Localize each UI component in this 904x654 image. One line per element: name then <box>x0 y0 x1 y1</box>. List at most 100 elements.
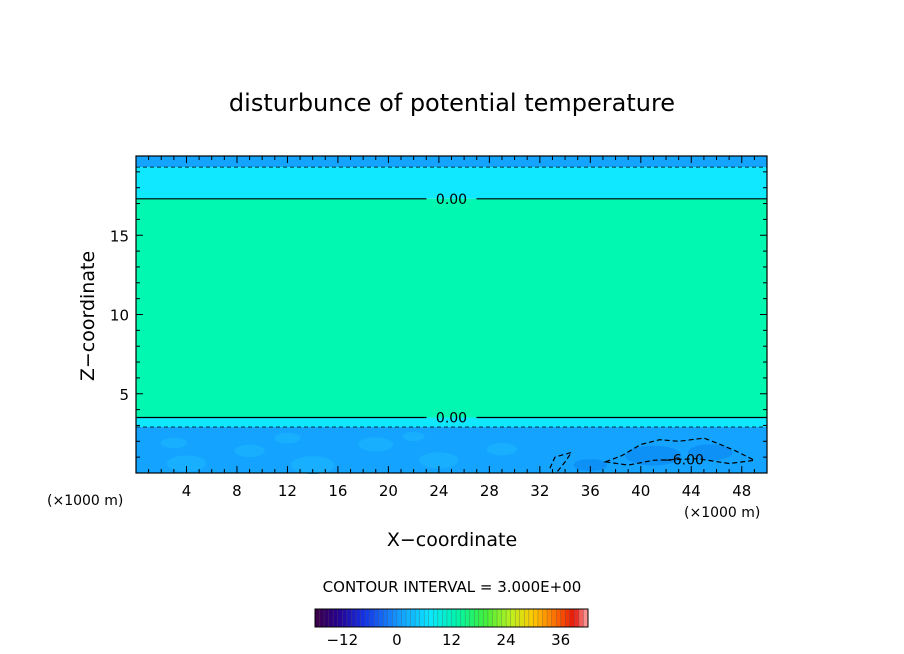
field-patch-0 <box>166 455 207 472</box>
colorbar-cell <box>396 609 402 627</box>
colorbar-cell <box>355 609 361 627</box>
field-band-3 <box>136 417 767 428</box>
colorbar-cell <box>383 609 389 627</box>
colorbar-cell <box>369 609 375 627</box>
x-tick-label: 40 <box>631 482 650 500</box>
colorbar-cell <box>524 609 530 627</box>
colorbar-cell <box>419 609 425 627</box>
x-tick-label: 28 <box>480 482 499 500</box>
colorbar-cell <box>560 609 566 627</box>
colorbar-cell <box>533 609 539 627</box>
colorbar-cell <box>374 609 380 627</box>
colorbar-cell <box>365 609 371 627</box>
negative-contour-line <box>549 451 573 472</box>
x-tick-label: 20 <box>379 482 398 500</box>
colorbar-cell <box>401 609 407 627</box>
colorbar-tick-label: 0 <box>392 631 402 649</box>
colorbar-cell <box>324 609 330 627</box>
colorbar-cell <box>483 609 489 627</box>
colorbar-cell <box>506 609 512 627</box>
colorbar-cell <box>328 609 334 627</box>
colorbar-cell <box>519 609 525 627</box>
colorbar-cell <box>551 609 557 627</box>
field-patch-dark-0 <box>625 445 682 466</box>
chart-title: disturbunce of potential temperature <box>229 89 675 117</box>
colorbar-cell <box>315 609 321 627</box>
field-patch-7 <box>274 432 301 444</box>
colorbar-cell <box>515 609 521 627</box>
colorbar-cell <box>528 609 534 627</box>
colorbar-cell <box>406 609 412 627</box>
field-patch-6 <box>160 437 188 449</box>
colorbar-cell <box>337 609 343 627</box>
colorbar-cell <box>456 609 462 627</box>
colorbar-cell <box>437 609 443 627</box>
y-axis-label: Z−coordinate <box>77 251 99 381</box>
colorbar: −12 0 12 24 36 <box>314 608 589 649</box>
colorbar-cell <box>442 609 448 627</box>
field-patch-1 <box>234 444 265 458</box>
x-tick-label: 32 <box>530 482 549 500</box>
x-axis-label: X−coordinate <box>387 529 517 551</box>
colorbar-cell <box>410 609 416 627</box>
x-tick-label: 16 <box>328 482 347 500</box>
colorbar-cell <box>497 609 503 627</box>
x-tick-label: 44 <box>682 482 701 500</box>
x-unit-right: (×1000 m) <box>684 505 760 521</box>
colorbar-cell <box>510 609 516 627</box>
negative-contour-line <box>603 437 757 466</box>
colorbar-cell <box>492 609 498 627</box>
y-tick-label: 10 <box>110 307 129 325</box>
x-unit-left: (×1000 m) <box>47 493 123 509</box>
colorbar-cell <box>487 609 493 627</box>
colorbar-cell <box>424 609 430 627</box>
colorbar-cell <box>465 609 471 627</box>
field-patch-dark-1 <box>687 444 733 461</box>
colorbar-cell <box>578 609 584 627</box>
field-patch-3 <box>358 437 394 452</box>
colorbar-cell <box>433 609 439 627</box>
x-tick-label: 48 <box>732 482 751 500</box>
contour-label: 0.00 <box>436 411 467 427</box>
colorbar-cell <box>451 609 457 627</box>
x-tick-label: 8 <box>232 482 242 500</box>
colorbar-cell <box>583 609 589 627</box>
colorbar-cell <box>446 609 452 627</box>
colorbar-cell <box>501 609 507 627</box>
y-tick-label: 15 <box>110 227 129 245</box>
x-tick-label: 4 <box>182 482 192 500</box>
colorbar-cell <box>574 609 580 627</box>
colorbar-cell <box>415 609 421 627</box>
colorbar-cell <box>333 609 339 627</box>
colorbar-cell <box>542 609 548 627</box>
colorbar-cell <box>360 609 366 627</box>
colorbar-cell <box>346 609 352 627</box>
field-patch-5 <box>486 442 518 456</box>
colorbar-cell <box>547 609 553 627</box>
colorbar-cell <box>392 609 398 627</box>
field-patch-2 <box>290 456 335 475</box>
colorbar-tick-label: −12 <box>326 631 358 649</box>
x-tick-label: 24 <box>429 482 448 500</box>
y-tick-label: 5 <box>119 386 129 404</box>
colorbar-cell <box>428 609 434 627</box>
colorbar-cell <box>478 609 484 627</box>
field-band-2 <box>136 198 767 418</box>
colorbar-tick-label: 24 <box>497 631 516 649</box>
contour-label: 0.00 <box>436 192 467 208</box>
field-patch-dark-2 <box>573 459 608 472</box>
colorbar-cell <box>460 609 466 627</box>
colorbar-frame <box>314 608 589 628</box>
colorbar-tick-label: 36 <box>551 631 570 649</box>
field-patch-4 <box>419 452 459 469</box>
colorbar-cell <box>342 609 348 627</box>
colorbar-cell <box>474 609 480 627</box>
contour-label: −6.00 <box>661 453 704 469</box>
field-band-0 <box>136 156 767 168</box>
colorbar-cell <box>351 609 357 627</box>
x-tick-label: 36 <box>581 482 600 500</box>
x-tick-label: 12 <box>278 482 297 500</box>
colorbar-tick-label: 12 <box>442 631 461 649</box>
